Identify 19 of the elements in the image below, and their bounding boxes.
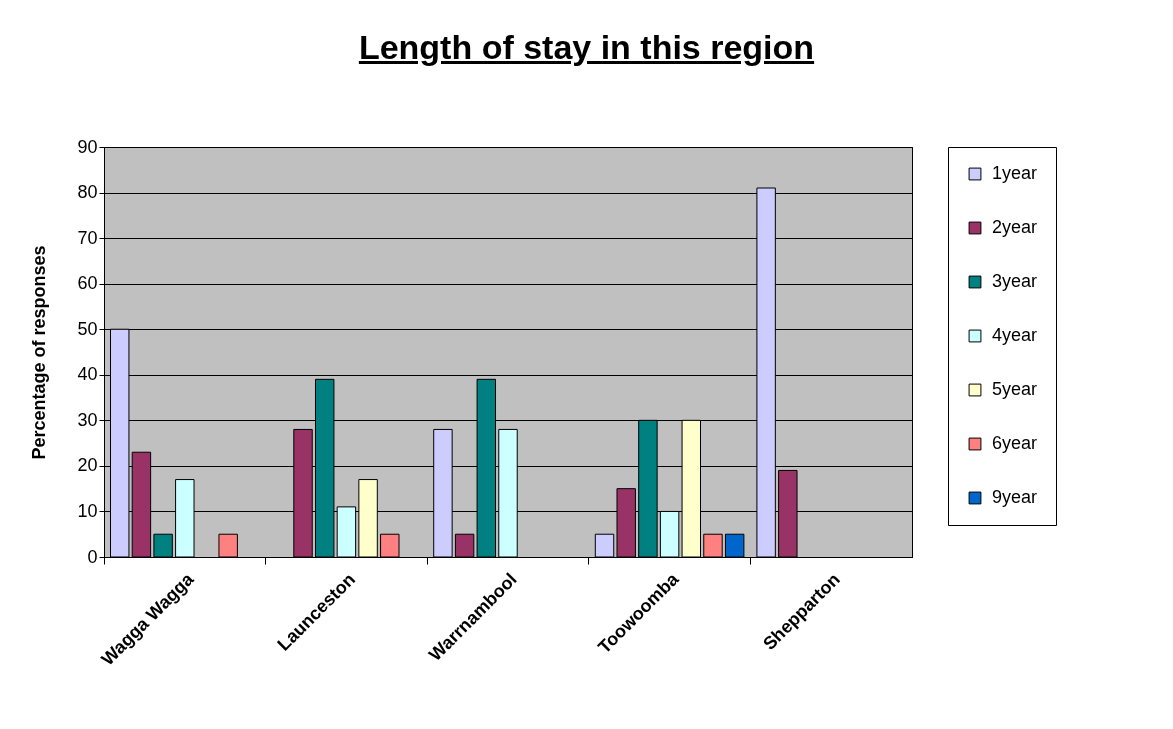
legend-label: 4year bbox=[992, 325, 1038, 345]
y-tick-label: 80 bbox=[77, 182, 98, 203]
y-tick-label: 90 bbox=[77, 136, 98, 157]
legend-label: 5year bbox=[992, 379, 1038, 399]
y-axis-title: Percentage of responses bbox=[29, 245, 50, 460]
chart-title: Length of stay in this region bbox=[357, 28, 816, 67]
legend-label: 9year bbox=[992, 487, 1038, 507]
legend-label: 6year bbox=[992, 433, 1038, 453]
y-tick-label: 0 bbox=[87, 546, 98, 567]
legend-label: 2year bbox=[992, 217, 1038, 237]
y-tick-label: 40 bbox=[77, 364, 98, 385]
legend-label: 1year bbox=[992, 163, 1038, 183]
y-tick-label: 60 bbox=[77, 273, 98, 294]
y-tick-label: 20 bbox=[77, 455, 98, 476]
legend-label: 3year bbox=[992, 271, 1038, 291]
y-tick-label: 10 bbox=[77, 500, 98, 521]
y-tick-label: 30 bbox=[77, 409, 98, 430]
y-tick-label: 50 bbox=[77, 318, 98, 339]
y-tick-label: 70 bbox=[77, 227, 98, 248]
